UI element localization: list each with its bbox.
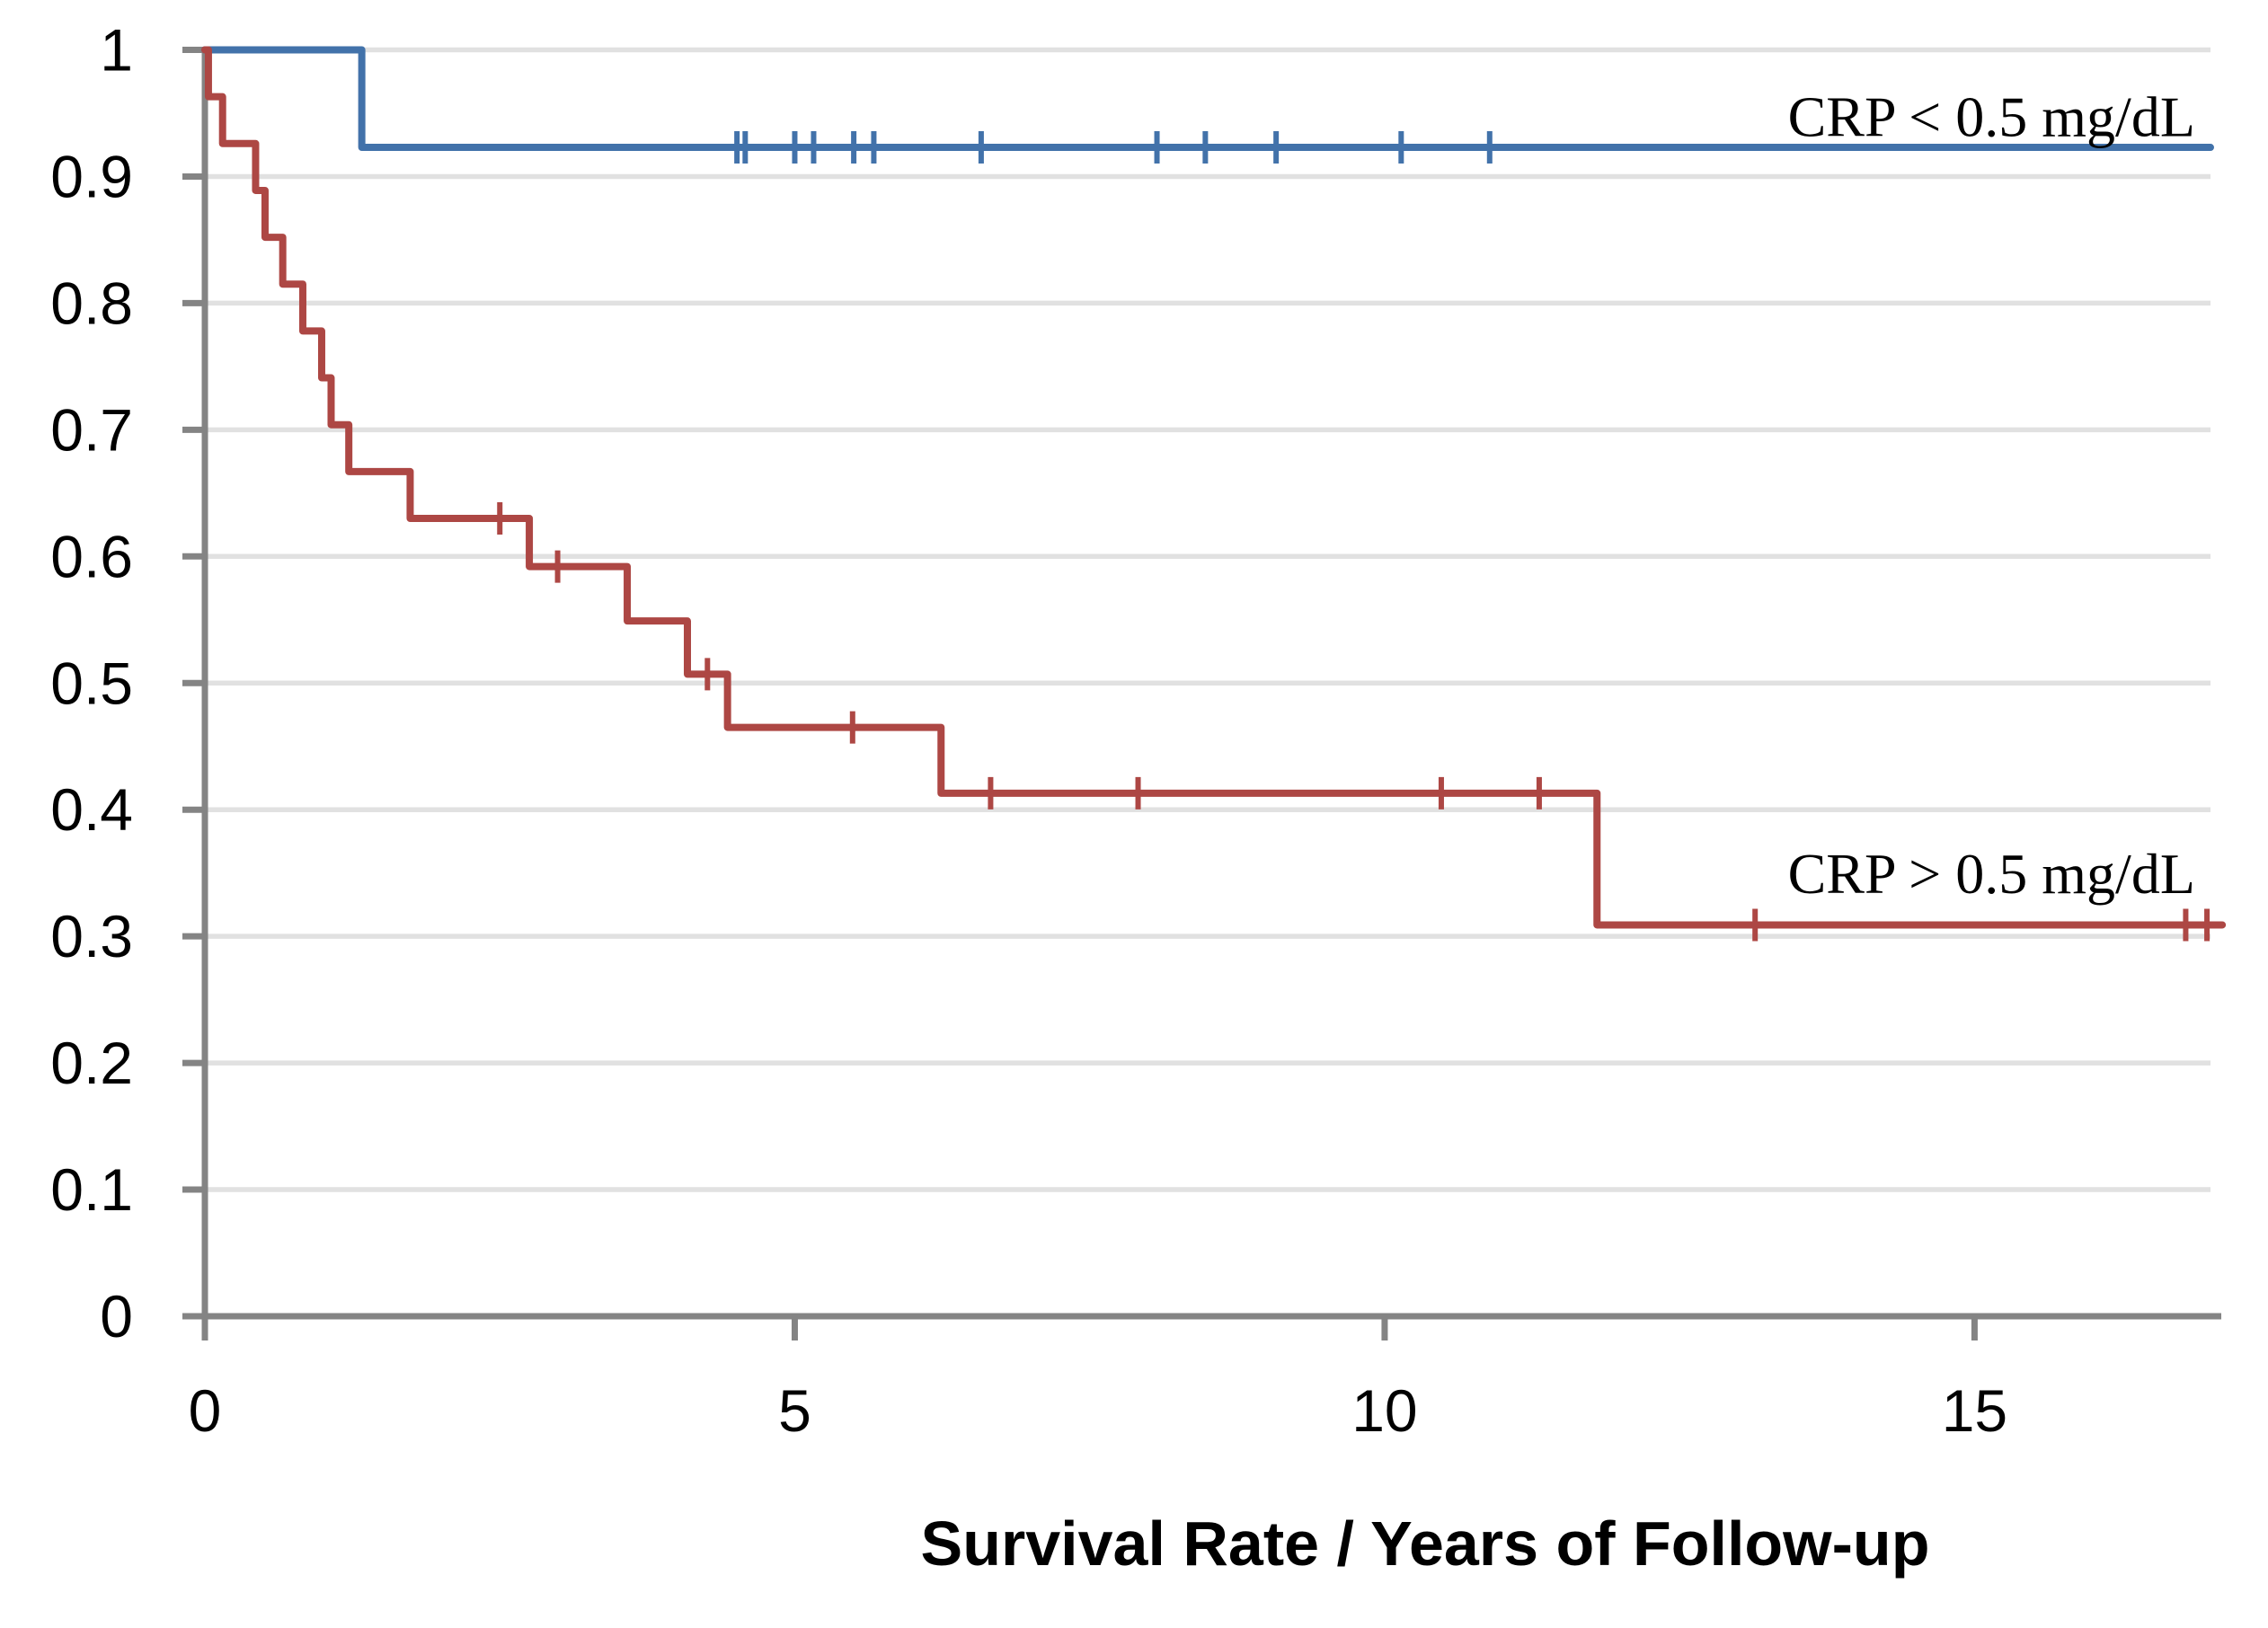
y-tick-label: 1 — [100, 17, 133, 84]
x-tick-label: 0 — [189, 1377, 222, 1444]
y-tick-label: 0.3 — [50, 903, 133, 969]
survival-curve-2 — [201, 46, 2227, 929]
y-tick-label: 0.7 — [50, 396, 133, 463]
y-tick-label: 0.8 — [50, 270, 133, 336]
y-tick-label: 0.9 — [50, 143, 133, 209]
y-tick-label: 0.1 — [50, 1156, 133, 1223]
series-label-2: CRP > 0.5 mg/dL — [1788, 842, 2195, 906]
series-label-1: CRP < 0.5 mg/dL — [1788, 84, 2195, 148]
y-tick-label: 0.5 — [50, 650, 133, 716]
y-tick-label: 0.2 — [50, 1030, 133, 1096]
x-tick-label: 10 — [1351, 1377, 1417, 1444]
y-tick-label: 0.6 — [50, 523, 133, 589]
x-tick-label: 15 — [1942, 1377, 2007, 1444]
y-tick-label: 0 — [100, 1283, 133, 1349]
survival-curve-1 — [201, 46, 2214, 152]
x-tick-label: 5 — [778, 1377, 811, 1444]
y-tick-label: 0.4 — [50, 776, 133, 843]
x-axis-title: Survival Rate / Years of Follow-up — [920, 1509, 1930, 1579]
